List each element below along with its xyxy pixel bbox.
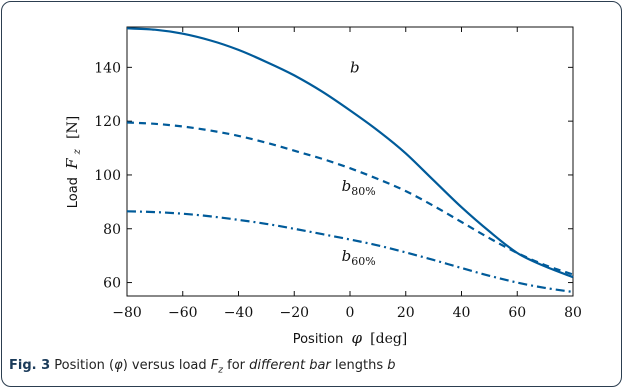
x-tick-label: 80: [564, 305, 582, 321]
series-label-0: b: [350, 59, 360, 77]
y-tick-label: 100: [94, 168, 121, 184]
series-line-0: [126, 27, 574, 279]
series-line-1: [126, 121, 574, 276]
x-axis-ticks: −80 −60 −40 −20 0 20 40 60 80: [112, 27, 582, 321]
x-tick-label: 40: [453, 305, 471, 321]
x-tick-label: 60: [508, 305, 526, 321]
curve-labels: b b80% b60%: [342, 59, 376, 268]
x-tick-label: −80: [112, 305, 142, 321]
x-tick-label: 0: [346, 305, 355, 321]
x-axis-label: Position φ [deg]: [293, 329, 408, 347]
y-tick-label: 80: [103, 222, 121, 238]
series-label-1: b80%: [342, 177, 376, 198]
y-tick-label: 120: [94, 114, 121, 130]
y-tick-label: 60: [103, 276, 121, 292]
series-lines: [126, 27, 574, 294]
y-axis-ticks: 60 80 100 120 140: [94, 60, 573, 292]
y-axis-label: Load F z [N]: [63, 116, 84, 209]
caption-label: Fig. 3: [9, 358, 51, 373]
figure-caption: Fig. 3 Position (φ) versus load Fz for d…: [9, 358, 396, 376]
x-tick-label: −20: [279, 305, 309, 321]
x-tick-label: 20: [397, 305, 415, 321]
x-tick-label: −60: [168, 305, 198, 321]
x-tick-label: −40: [224, 305, 254, 321]
series-label-2: b60%: [342, 247, 376, 268]
y-tick-label: 140: [94, 60, 121, 76]
